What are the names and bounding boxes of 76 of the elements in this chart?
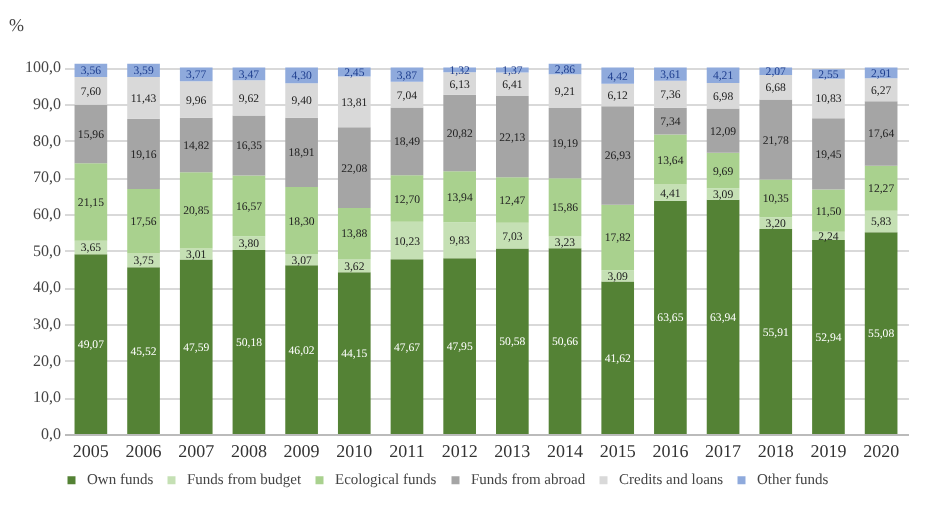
bar — [812, 118, 845, 190]
bar — [654, 134, 687, 185]
bar — [443, 171, 476, 223]
x-tick-label: 2015 — [599, 441, 637, 461]
bar — [127, 118, 160, 190]
y-tick-label: 80,0 — [33, 131, 61, 150]
x-tick-label: 2009 — [283, 441, 321, 461]
bar — [179, 259, 213, 434]
y-tick-label: 70,0 — [33, 168, 61, 187]
y-tick-label: 0,0 — [41, 425, 61, 443]
bar — [864, 165, 898, 211]
bar — [864, 232, 898, 434]
bar — [390, 107, 424, 176]
bar — [496, 96, 529, 178]
bar — [74, 254, 108, 434]
y-axis-title: % — [9, 15, 25, 35]
y-tick-label: 50,0 — [33, 241, 61, 260]
bar — [127, 189, 160, 254]
bar — [443, 258, 476, 434]
bar — [548, 248, 582, 434]
bar — [654, 200, 687, 434]
bar — [601, 106, 635, 205]
y-tick-label: 20,0 — [33, 351, 61, 370]
x-tick-label: 2006 — [125, 441, 163, 461]
x-tick-label: 2019 — [810, 441, 848, 461]
bar — [390, 175, 424, 222]
bar — [601, 281, 635, 434]
bar — [601, 204, 635, 271]
bar — [179, 172, 213, 249]
bar — [654, 107, 687, 135]
y-tick-label: 100,0 — [25, 58, 61, 77]
x-tick-label: 2013 — [494, 441, 532, 461]
bar — [390, 259, 424, 434]
bar — [337, 272, 371, 434]
y-tick-label: 10,0 — [33, 388, 61, 407]
x-tick-label: 2016 — [652, 441, 690, 461]
bar — [812, 189, 845, 232]
bar — [759, 229, 793, 434]
x-tick-label: 2014 — [547, 441, 585, 461]
bar — [285, 265, 318, 434]
bar — [337, 127, 371, 209]
bar — [864, 101, 898, 166]
bar — [285, 117, 318, 188]
x-tick-label: 2018 — [757, 441, 795, 461]
bar — [74, 104, 108, 164]
bar — [496, 177, 529, 223]
bar — [127, 267, 160, 434]
bar — [285, 187, 318, 255]
y-tick-label: 40,0 — [33, 278, 61, 297]
bar — [759, 179, 793, 218]
bar — [759, 99, 793, 180]
bar — [179, 117, 213, 173]
x-tick-label: 2007 — [178, 441, 216, 461]
x-tick-label: 2012 — [441, 441, 478, 461]
bar — [443, 222, 476, 259]
bar — [232, 115, 266, 176]
x-tick-label: 2008 — [230, 441, 268, 461]
bar — [337, 208, 371, 259]
bar — [812, 239, 845, 434]
bar — [443, 94, 476, 172]
x-tick-label: 2020 — [863, 441, 901, 461]
bar — [496, 248, 529, 434]
x-tick-label: 2005 — [72, 441, 110, 461]
bar — [232, 250, 266, 434]
bar — [706, 199, 740, 434]
y-tick-label: 60,0 — [33, 205, 61, 224]
bar — [548, 178, 582, 237]
bar — [232, 175, 266, 237]
bar — [496, 222, 529, 249]
x-tick-label: 2011 — [389, 441, 425, 461]
y-tick-label: 90,0 — [33, 95, 61, 114]
x-tick-label: 2017 — [705, 441, 743, 461]
x-tick-label: 2010 — [336, 441, 374, 461]
y-tick-label: 30,0 — [33, 315, 61, 334]
bar — [74, 163, 108, 241]
bar — [548, 108, 582, 179]
